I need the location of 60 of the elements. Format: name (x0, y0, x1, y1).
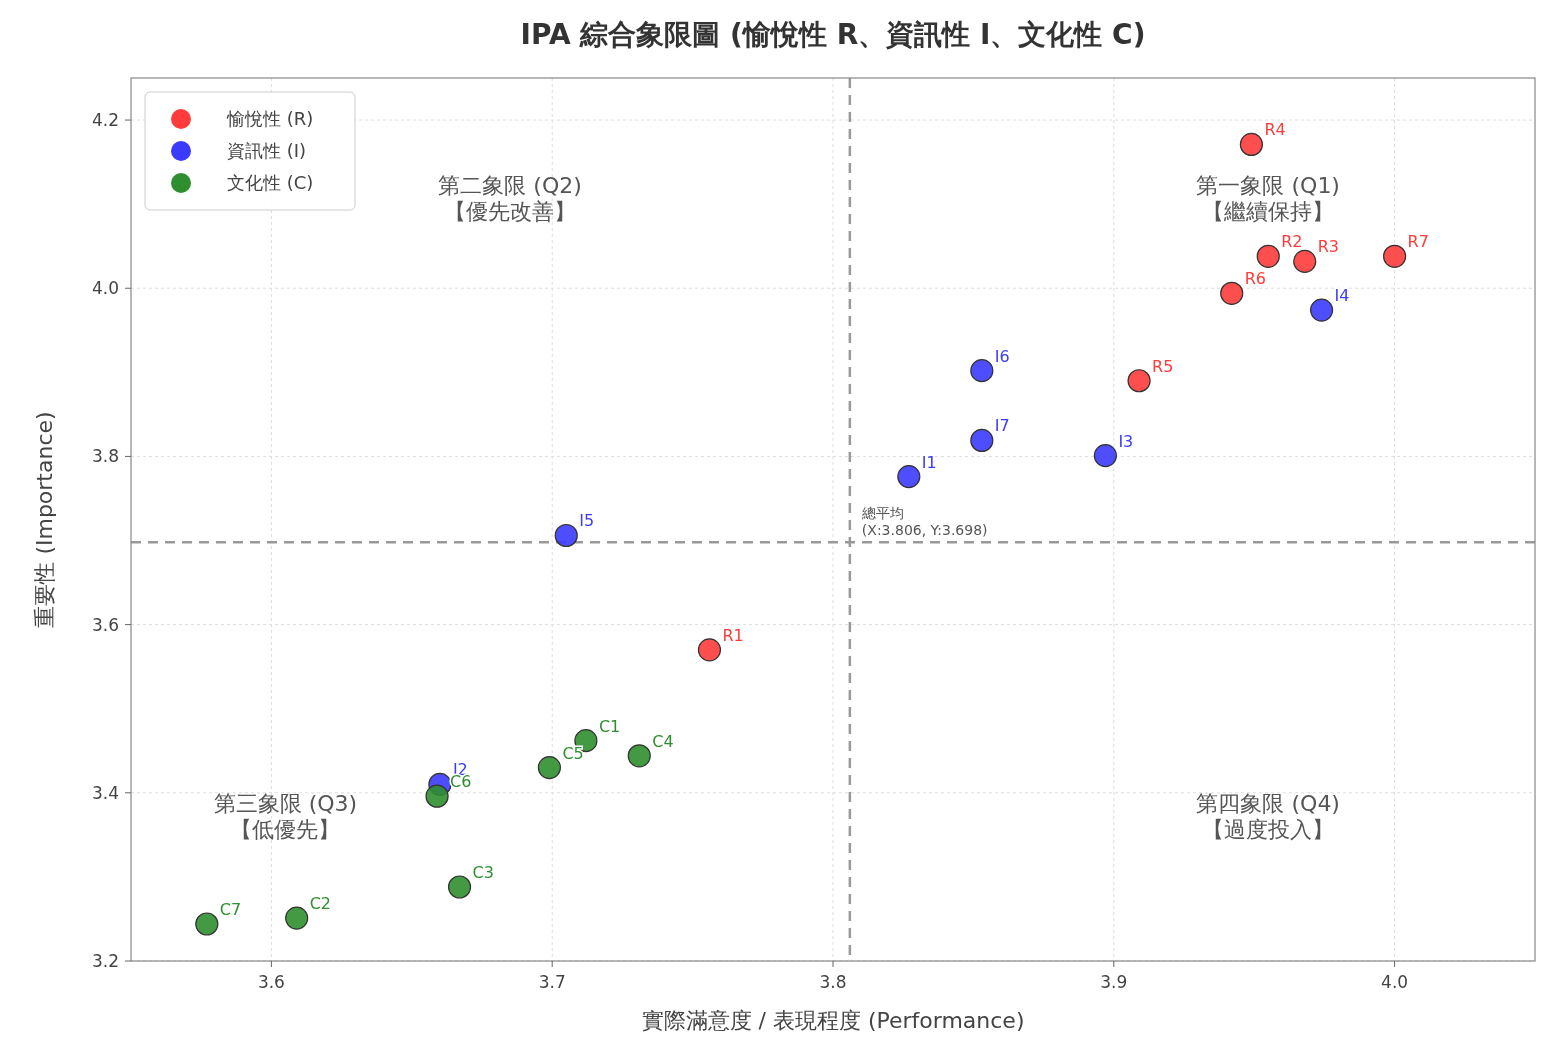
x-axis-title: 實際滿意度 / 表現程度 (Performance) (641, 1008, 1025, 1033)
y-tick-label: 3.8 (91, 446, 119, 467)
legend-label: 資訊性 (I) (227, 140, 307, 161)
x-tick-label: 4.0 (1381, 972, 1409, 992)
point (697, 638, 722, 662)
chart-title: IPA 綜合象限圖 (愉悅性 R、資訊性 I、文化性 C) (520, 18, 1146, 51)
point (970, 359, 994, 383)
data-label: R7 (1407, 232, 1429, 252)
data-label: I1 (921, 452, 937, 472)
point (425, 784, 449, 808)
data-label: C4 (652, 731, 674, 751)
data-label: R2 (1281, 232, 1303, 252)
data-label: I6 (994, 346, 1010, 366)
y-tick-label: 4.2 (91, 110, 119, 131)
data-label: R5 (1152, 356, 1174, 376)
y-tick-label: 3.6 (91, 614, 119, 635)
point (1309, 298, 1334, 322)
x-tick-label: 3.6 (257, 972, 285, 992)
point (1256, 244, 1280, 268)
x-tick-label: 3.9 (1100, 972, 1128, 992)
data-label: I4 (1334, 286, 1350, 306)
legend-label: 愉悅性 (R) (226, 108, 314, 129)
data-label: C5 (562, 743, 584, 763)
data-label: I5 (579, 511, 595, 531)
point (970, 428, 994, 453)
x-tick-label: 3.7 (538, 972, 566, 992)
point (1293, 249, 1317, 273)
data-label: R1 (722, 625, 744, 645)
data-label: C2 (309, 894, 332, 914)
point (554, 523, 578, 548)
point (537, 755, 561, 780)
data-label: C1 (598, 716, 621, 736)
legend-label: 文化性 (C) (227, 172, 314, 193)
y-tick-label: 3.2 (91, 951, 119, 971)
y-axis-title: 重要性 (Importance) (32, 411, 57, 628)
point (627, 744, 651, 768)
data-label: I7 (994, 416, 1010, 436)
point (897, 465, 921, 489)
point (1093, 443, 1117, 468)
point (447, 875, 472, 899)
data-label: C3 (472, 863, 494, 882)
point (1220, 281, 1244, 305)
annotation: 第三象限 (Q3) 【低優先】 (213, 790, 358, 843)
y-tick-label: 3.4 (91, 782, 119, 803)
data-label: R6 (1244, 269, 1267, 289)
point (195, 912, 219, 936)
annotation: 第一象限 (Q1) 【繼續保持】 (1196, 172, 1340, 225)
data-label: R3 (1317, 237, 1340, 257)
data-label: C7 (219, 900, 242, 919)
y-tick-label: 4.0 (91, 278, 119, 299)
annotation: 總平均 (X:3.806, Y:3.698) (860, 505, 988, 539)
point (285, 906, 309, 930)
point (1383, 244, 1407, 268)
point (1127, 369, 1151, 393)
data-label: I3 (1118, 431, 1134, 451)
point (1239, 132, 1263, 157)
data-label: R4 (1264, 120, 1286, 140)
annotation: 第四象限 (Q4) 【過度投入】 (1196, 790, 1340, 843)
annotation: 第二象限 (Q2) 【優先改善】 (438, 172, 582, 225)
x-tick-label: 3.8 (819, 972, 847, 992)
